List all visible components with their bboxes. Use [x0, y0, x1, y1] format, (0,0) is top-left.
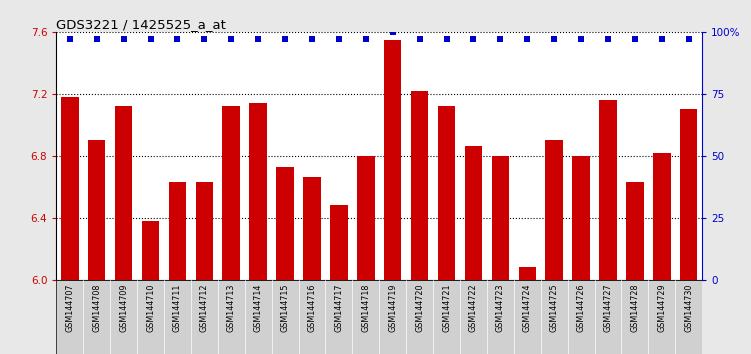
Text: GSM144721: GSM144721: [442, 284, 451, 332]
Text: GSM144729: GSM144729: [657, 284, 666, 332]
Text: GSM144717: GSM144717: [334, 284, 343, 332]
Bar: [88, 140, 105, 280]
Text: GSM144709: GSM144709: [119, 284, 128, 332]
Bar: [61, 97, 79, 280]
Text: GSM144712: GSM144712: [200, 284, 209, 332]
Text: GSM144715: GSM144715: [281, 284, 290, 332]
Bar: [303, 177, 321, 280]
Text: GSM144727: GSM144727: [604, 284, 613, 332]
Bar: [599, 100, 617, 280]
Bar: [357, 156, 375, 280]
Bar: [195, 182, 213, 280]
Text: GSM144711: GSM144711: [173, 284, 182, 332]
Text: GDS3221 / 1425525_a_at: GDS3221 / 1425525_a_at: [56, 18, 226, 31]
Text: GSM144724: GSM144724: [523, 284, 532, 332]
Text: GSM144710: GSM144710: [146, 284, 155, 332]
Bar: [680, 109, 698, 280]
Text: GSM144726: GSM144726: [577, 284, 586, 332]
Bar: [115, 106, 132, 280]
Bar: [169, 182, 186, 280]
Text: GSM144728: GSM144728: [630, 284, 639, 332]
Bar: [384, 40, 402, 280]
Bar: [411, 91, 428, 280]
Bar: [518, 267, 536, 280]
Text: GSM144720: GSM144720: [415, 284, 424, 332]
Text: GSM144722: GSM144722: [469, 284, 478, 332]
Bar: [438, 106, 455, 280]
Bar: [492, 156, 509, 280]
Bar: [249, 103, 267, 280]
Bar: [222, 106, 240, 280]
Bar: [465, 147, 482, 280]
Text: GSM144723: GSM144723: [496, 284, 505, 332]
Bar: [653, 153, 671, 280]
Text: GSM144725: GSM144725: [550, 284, 559, 332]
Bar: [142, 221, 159, 280]
Text: GSM144708: GSM144708: [92, 284, 101, 332]
Bar: [626, 182, 644, 280]
Text: GSM144716: GSM144716: [307, 284, 316, 332]
Bar: [276, 167, 294, 280]
Text: GSM144718: GSM144718: [361, 284, 370, 332]
Text: GSM144730: GSM144730: [684, 284, 693, 332]
Bar: [330, 205, 348, 280]
Text: GSM144713: GSM144713: [227, 284, 236, 332]
Text: GSM144707: GSM144707: [65, 284, 74, 332]
Text: GSM144719: GSM144719: [388, 284, 397, 332]
Bar: [572, 156, 590, 280]
Text: GSM144714: GSM144714: [254, 284, 263, 332]
Bar: [545, 140, 563, 280]
